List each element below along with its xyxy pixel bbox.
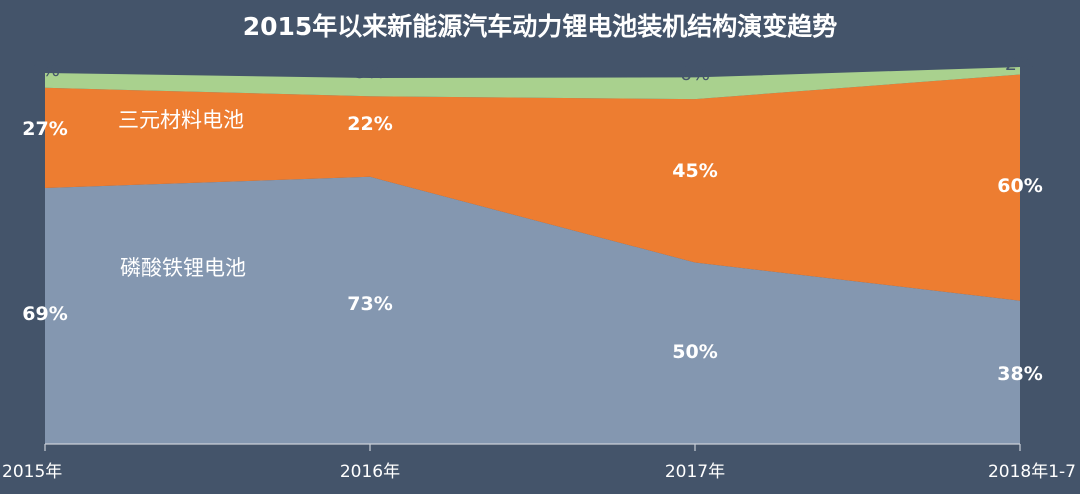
data-labels: 69% 73% 50% 38% 27% 22% 45% 60% 4% 5% 6% 2% 磷酸铁锂电池三元…	[22, 53, 1042, 385]
data-label: 27%	[22, 118, 67, 140]
chart-title: 2015年以来新能源汽车动力锂电池装机结构演变趋势	[243, 12, 838, 41]
data-label: 2%	[1005, 53, 1035, 75]
x-tick-label: 2017年	[665, 462, 725, 482]
x-tick-label: 2018年1-7	[988, 462, 1076, 482]
area-layers	[45, 67, 1020, 445]
data-label: 4%	[30, 59, 60, 81]
data-label: 38%	[997, 363, 1042, 385]
data-label: 60%	[997, 175, 1042, 197]
data-label: 69%	[22, 303, 67, 325]
data-label: 45%	[672, 160, 717, 182]
data-label: 22%	[347, 113, 392, 135]
x-tick-label: 2015年	[2, 462, 62, 482]
x-axis: 2015年 2016年 2017年 2018年1-7	[2, 443, 1076, 482]
x-tick-label: 2016年	[340, 462, 400, 482]
data-label: 50%	[672, 341, 717, 363]
lfp-area	[45, 176, 1020, 445]
data-label: 5%	[355, 61, 385, 83]
other-area	[45, 67, 1020, 100]
series-name-label: 磷酸铁锂电池	[120, 256, 246, 280]
data-label: 73%	[347, 293, 392, 315]
series-name-label: 三元材料电池	[118, 108, 244, 132]
data-label: 6%	[680, 63, 710, 85]
ncm-area	[45, 74, 1020, 301]
